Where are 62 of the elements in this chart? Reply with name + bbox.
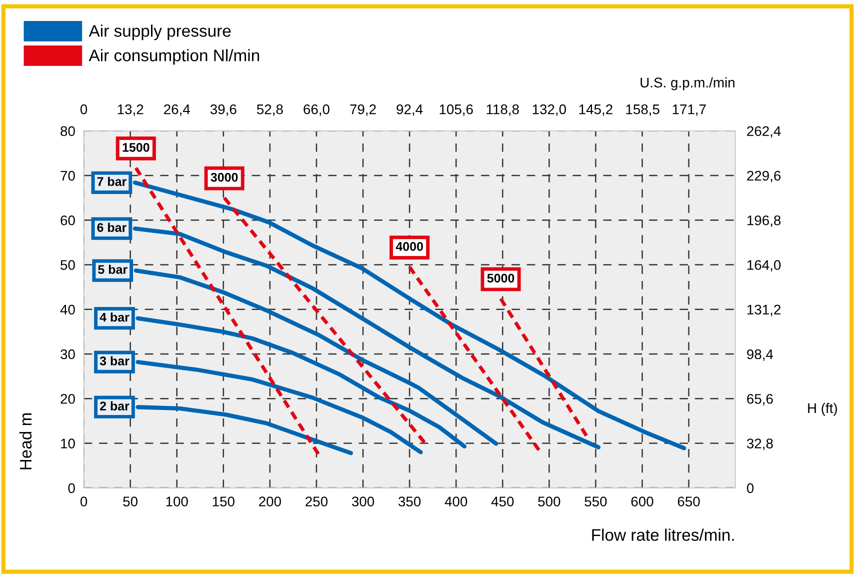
y2-tick-label: 196,8 <box>747 215 781 227</box>
x2-tick-label: 52,8 <box>256 104 283 116</box>
series-label: 4000 <box>396 242 423 251</box>
y-tick-label: 70 <box>60 170 75 181</box>
x2-tick-label: 79,2 <box>350 104 376 116</box>
y-tick-label: 20 <box>60 394 75 404</box>
x2-tick-label: 66,0 <box>304 104 330 116</box>
y-tick-label: 80 <box>60 126 75 136</box>
x2-tick-label: 13,2 <box>118 104 144 116</box>
y2-tick-label: 262,4 <box>747 126 781 138</box>
y2-axis-title: H (ft) <box>808 402 837 416</box>
y2-tick-label: 32,8 <box>746 438 773 450</box>
x-tick-label: 500 <box>538 496 560 506</box>
y2-tick-label: 229,6 <box>747 170 781 182</box>
y2-tick-label: 98,4 <box>747 349 774 361</box>
x2-tick-label: 132,0 <box>532 104 566 116</box>
y-tick-label: 10 <box>61 438 75 448</box>
text: Air supply pressure <box>88 24 231 40</box>
y2-tick-label: 65,6 <box>747 394 773 406</box>
y2-tick-label: 131,2 <box>747 304 780 316</box>
x-tick-label: 50 <box>123 496 138 506</box>
y-tick-label: 60 <box>60 215 75 226</box>
x-tick-label: 200 <box>259 496 281 506</box>
x-tick-label: 650 <box>678 496 700 506</box>
x-tick-label: 450 <box>491 496 514 506</box>
x-tick-label: 100 <box>166 496 188 506</box>
x-tick-label: 550 <box>584 496 607 506</box>
y2-tick-label: 164,0 <box>747 260 781 272</box>
x2-tick-label: 0 <box>80 104 88 114</box>
y-tick-label: 0 <box>68 483 75 494</box>
series-label: 5000 <box>487 274 514 283</box>
x-tick-label: 150 <box>212 496 234 506</box>
series-label: 3000 <box>210 172 238 182</box>
series-label: 2 bar <box>100 401 130 410</box>
x-tick-label: 350 <box>398 496 421 506</box>
x2-tick-label: 171,7 <box>672 104 706 116</box>
y-tick-label: 40 <box>60 304 75 315</box>
x2-tick-label: 105,6 <box>440 104 473 116</box>
x-tick-label: 300 <box>352 496 374 506</box>
x2-tick-label: 39,6 <box>210 104 236 116</box>
x-tick-label: 400 <box>444 496 468 506</box>
x-axis-title: Flow rate litres/min. <box>592 528 734 541</box>
x2-tick-label: 145,2 <box>579 104 612 116</box>
x-tick-label: 0 <box>80 496 88 506</box>
y-tick-label: 30 <box>60 349 75 360</box>
series-label: 4 bar <box>100 312 130 322</box>
series-label: 5 bar <box>98 264 128 274</box>
x-tick-label: 250 <box>306 496 328 506</box>
text: Air consumption Nl/min <box>88 49 260 65</box>
series-label: 6 bar <box>97 222 126 232</box>
x2-tick-label: 118,8 <box>486 104 519 116</box>
x-tick-label: 600 <box>631 496 654 506</box>
series-label: 3 bar <box>100 356 130 366</box>
x2-axis-title: U.S. g.p.m./min <box>640 77 734 90</box>
y-axis-title: Head m <box>19 413 32 470</box>
x2-tick-label: 92,4 <box>396 104 423 116</box>
series-label: 1500 <box>122 142 150 152</box>
x2-tick-label: 26,4 <box>164 104 190 116</box>
x2-tick-label: 158,5 <box>626 104 660 116</box>
y-tick-label: 50 <box>60 260 75 270</box>
y2-tick-label: 0 <box>746 483 754 494</box>
series-label: 7 bar <box>97 176 126 186</box>
